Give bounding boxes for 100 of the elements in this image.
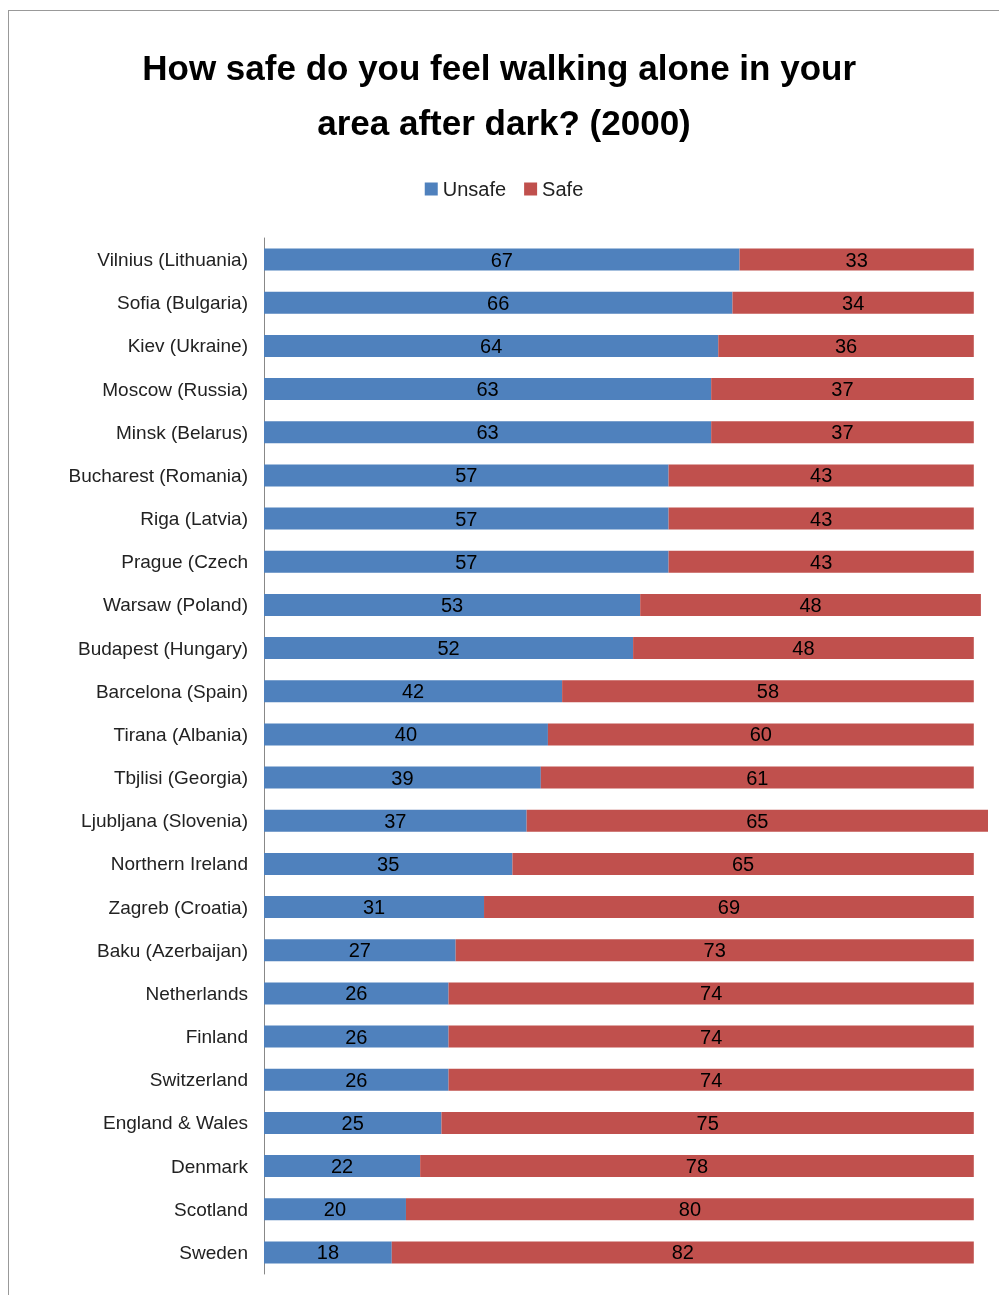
data-label: 52 — [437, 637, 460, 660]
data-label: 37 — [831, 421, 854, 444]
bar — [391, 1241, 974, 1264]
legend-label: Safe — [542, 178, 584, 200]
bar — [264, 507, 669, 530]
bar — [264, 1155, 421, 1178]
data-label: 26 — [345, 1068, 368, 1091]
bar — [264, 896, 485, 919]
y-tick-label: Barcelona (Spain) — [95, 680, 248, 702]
data-label: 18 — [316, 1241, 340, 1264]
data-label: 66 — [487, 291, 510, 314]
bar — [264, 248, 740, 271]
data-label: 63 — [476, 378, 499, 401]
data-label: 65 — [746, 809, 769, 832]
bar — [264, 809, 527, 832]
y-tick-label: Bucharest (Romania) — [68, 464, 248, 486]
data-label: 80 — [678, 1198, 702, 1221]
y-tick-label: Tirana (Albania) — [113, 723, 248, 745]
data-label: 48 — [792, 637, 815, 660]
data-label: 42 — [401, 680, 425, 703]
y-tick-label: Ljubljana (Slovenia) — [81, 810, 248, 832]
data-label: 69 — [717, 896, 741, 919]
bar — [562, 680, 974, 703]
bar — [264, 982, 449, 1005]
bar — [739, 248, 974, 271]
bar — [540, 766, 974, 789]
data-label: 57 — [455, 507, 478, 530]
data-label: 67 — [490, 248, 513, 271]
bar — [405, 1198, 974, 1221]
data-label: 61 — [746, 766, 769, 789]
bar — [448, 982, 974, 1005]
bar — [264, 1068, 449, 1091]
y-tick-label: England & Wales — [102, 1112, 248, 1134]
bar — [264, 550, 669, 573]
data-label: 74 — [700, 982, 723, 1005]
legend-label: Unsafe — [442, 178, 507, 200]
y-tick-label: Netherlands — [145, 982, 248, 1004]
y-tick-label: Riga (Latvia) — [140, 508, 248, 530]
data-label: 31 — [362, 896, 386, 919]
data-label: 65 — [731, 852, 755, 875]
bar — [668, 464, 974, 487]
data-label: 75 — [696, 1111, 719, 1134]
bar — [633, 637, 974, 660]
bar — [264, 291, 733, 314]
data-label: 63 — [476, 421, 499, 444]
data-label: 60 — [749, 723, 772, 746]
data-label: 37 — [384, 809, 407, 832]
bar — [264, 1025, 449, 1048]
data-label: 26 — [345, 982, 368, 1005]
bar — [264, 464, 669, 487]
y-tick-label: Moscow (Russia) — [102, 378, 248, 400]
bar — [484, 896, 974, 919]
bar — [455, 939, 974, 962]
bar — [264, 378, 712, 401]
bar — [718, 334, 974, 357]
data-label: 43 — [810, 507, 833, 530]
y-tick-label: Northern Ireland — [110, 853, 248, 875]
bar — [448, 1025, 974, 1048]
data-label: 82 — [671, 1241, 694, 1264]
data-label: 25 — [341, 1111, 364, 1134]
bar — [264, 1241, 392, 1264]
bar — [448, 1068, 974, 1091]
data-label: 43 — [810, 550, 833, 573]
data-label: 74 — [700, 1025, 723, 1048]
data-label: 35 — [377, 852, 400, 875]
y-tick-label: Tbjlisi (Georgia) — [113, 767, 248, 789]
y-tick-label: Budapest (Hungary) — [77, 637, 248, 659]
y-tick-label: Minsk (Belarus) — [116, 421, 248, 443]
bar — [420, 1155, 974, 1178]
bar — [264, 766, 541, 789]
bar — [512, 852, 974, 875]
y-tick-label: Baku (Azerbaijan) — [96, 939, 248, 961]
chart-title: How safe do you feel walking alone in your area after dark? (2000) — [142, 48, 866, 142]
data-label: 26 — [345, 1025, 368, 1048]
bar — [264, 852, 513, 875]
y-tick-label: Vilnius (Lithuania) — [97, 249, 248, 271]
y-tick-label: Finland — [185, 1026, 248, 1048]
y-tick-label: Warsaw (Poland) — [102, 594, 248, 616]
bar — [264, 421, 712, 444]
data-label: 40 — [394, 723, 418, 746]
data-label: 74 — [700, 1068, 723, 1091]
bar — [547, 723, 974, 746]
data-label: 34 — [842, 291, 865, 314]
bar — [264, 723, 548, 746]
y-tick-label: Scotland — [174, 1198, 248, 1220]
y-tick-label: Prague (Czech — [121, 551, 248, 573]
data-label: 20 — [323, 1198, 347, 1221]
bar — [711, 378, 974, 401]
data-label: 53 — [440, 593, 464, 616]
data-label: 27 — [348, 939, 371, 962]
data-label: 37 — [831, 378, 854, 401]
y-tick-label: Zagreb (Croatia) — [108, 896, 248, 918]
data-label: 78 — [685, 1155, 709, 1178]
data-label: 33 — [845, 248, 868, 271]
bar — [264, 637, 634, 660]
bar — [264, 593, 641, 616]
bar — [264, 939, 456, 962]
y-tick-label: Kiev (Ukraine) — [127, 335, 248, 357]
data-label: 22 — [330, 1155, 354, 1178]
data-label: 64 — [480, 334, 503, 357]
